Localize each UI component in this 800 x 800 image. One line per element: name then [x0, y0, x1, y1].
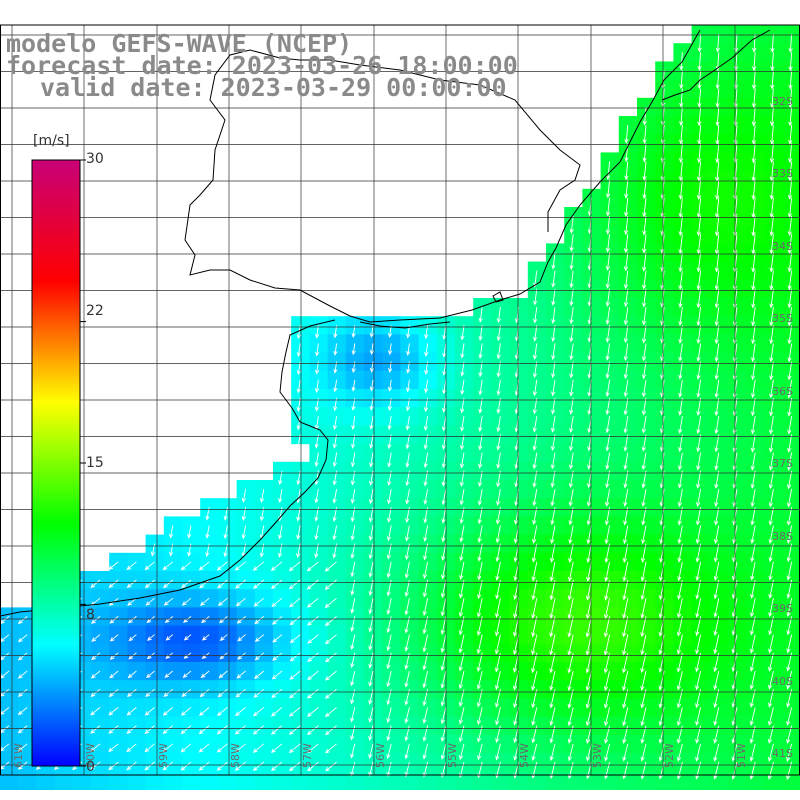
lon-label: 52W	[663, 743, 676, 768]
colorbar-label-8: 8	[86, 607, 95, 623]
lon-label: 53W	[591, 743, 604, 768]
island	[492, 291, 504, 303]
lon-label: 61W	[12, 743, 25, 768]
lon-label: 57W	[301, 743, 314, 768]
lat-label: 32S	[772, 95, 793, 108]
coastline-north	[661, 29, 771, 101]
longitude-labels: 61W 60W 59W 58W 57W 56W 55W 54W 53W 52W 51W	[12, 743, 748, 768]
lon-label: 55W	[446, 743, 459, 768]
colorbar-unit: [m/s]	[33, 133, 70, 149]
lat-label: 38S	[772, 530, 793, 543]
wind-speed-field	[0, 25, 800, 790]
lon-label: 51W	[735, 743, 748, 768]
lon-label: 59W	[157, 743, 170, 768]
colorbar	[31, 159, 86, 767]
lat-label: 40S	[772, 675, 793, 688]
title-model: modelo GEFS-WAVE (NCEP)	[6, 29, 353, 58]
colorbar-label-0: 0	[86, 759, 95, 775]
latitude-labels: 32S 33S 34S 35S 36S 37S 38S 39S 40S 41S	[772, 95, 793, 760]
lon-label: 54W	[518, 743, 531, 768]
lat-label: 41S	[772, 747, 793, 760]
lat-label: 34S	[772, 240, 793, 253]
lat-label: 39S	[772, 602, 793, 615]
lon-label: 58W	[229, 743, 242, 768]
lat-label: 33S	[772, 167, 793, 180]
lat-lon-grid	[0, 24, 800, 776]
colorbar-label-15: 15	[86, 455, 104, 471]
lon-label: 56W	[374, 743, 387, 768]
colorbar-label-22: 22	[86, 303, 104, 319]
title-forecast-date: forecast date: 2023-03-26 18:00:00	[6, 51, 518, 80]
coastline	[184, 29, 701, 323]
lon-label: 60W	[84, 743, 97, 768]
lat-label: 35S	[772, 312, 793, 325]
lat-label: 36S	[772, 385, 793, 398]
coastline-south	[0, 319, 451, 617]
colorbar-label-30: 30	[86, 151, 104, 167]
lat-label: 37S	[772, 457, 793, 470]
title-valid-date: valid date: 2023-03-29 00:00:00	[40, 73, 507, 102]
